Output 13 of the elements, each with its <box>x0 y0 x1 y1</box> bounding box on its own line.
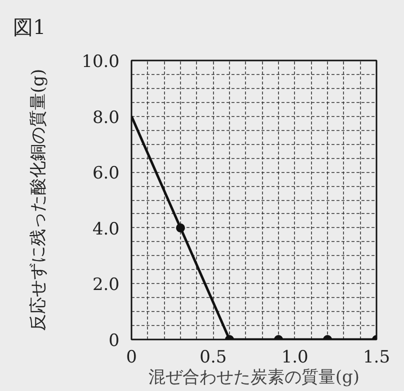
y-tick-label: 10.0 <box>82 52 120 72</box>
x-tick-label: 0 <box>126 348 137 368</box>
x-tick-label: 0.5 <box>200 348 227 368</box>
y-tick-label: 4.0 <box>92 219 120 240</box>
x-tick-label: 1.0 <box>281 348 308 368</box>
x-axis-title: 混ぜ合わせた炭素の質量(g) <box>148 368 360 388</box>
y-tick-label: 0 <box>108 331 120 351</box>
y-tick-label: 6.0 <box>92 164 120 184</box>
y-tick-label: 2.0 <box>92 275 120 296</box>
y-axis-title: 反応せずに残った酸化銅の質量(g) <box>28 68 49 332</box>
x-tick-label: 1.5 <box>362 348 390 368</box>
chart-title: 図1 <box>13 14 46 41</box>
y-tick-label: 8.0 <box>92 108 120 128</box>
